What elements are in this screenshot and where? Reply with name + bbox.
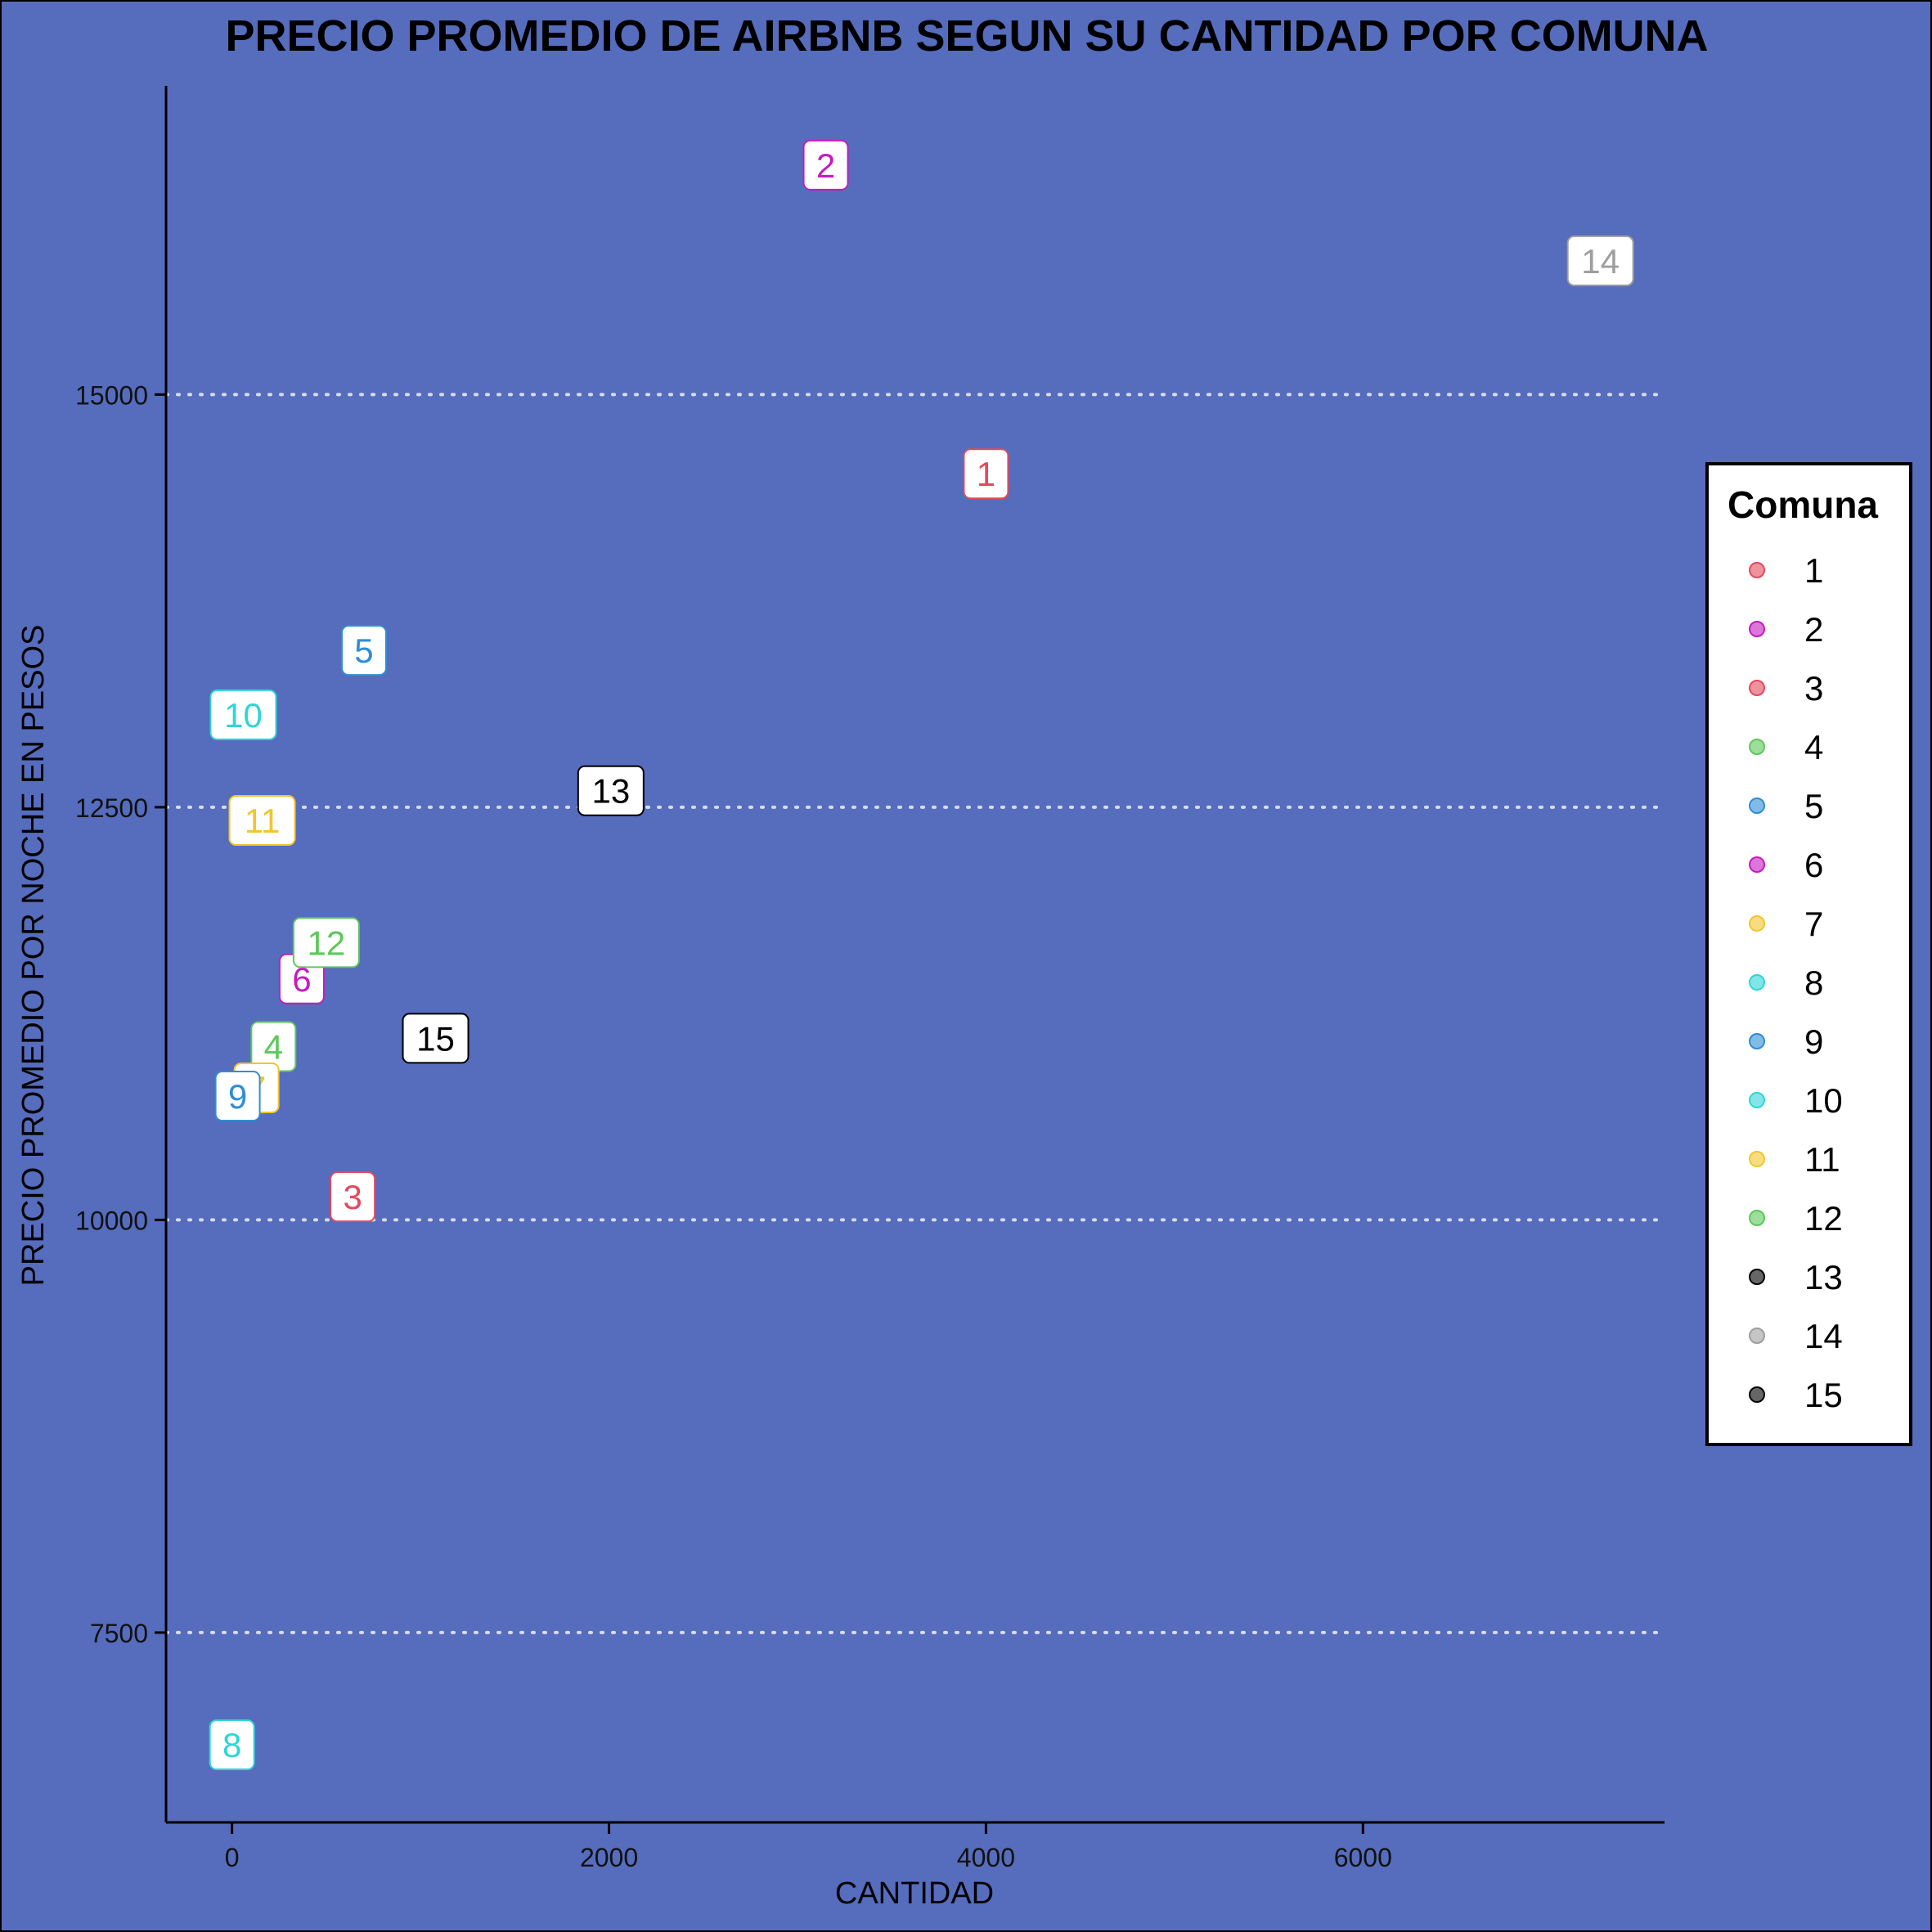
y-axis-label: PRECIO PROMEDIO POR NOCHE EN PESOS — [16, 625, 51, 1287]
data-point-text: 15 — [416, 1019, 455, 1058]
legend-swatch — [1749, 621, 1765, 637]
x-tick-label: 6000 — [1334, 1843, 1392, 1872]
x-tick-label: 0 — [225, 1843, 240, 1872]
legend-swatch — [1749, 1328, 1765, 1344]
legend-label: 9 — [1804, 1022, 1823, 1061]
data-point-label: 8 — [209, 1719, 255, 1771]
data-point-box — [228, 795, 296, 847]
data-point-box — [402, 1013, 470, 1064]
legend-swatch — [1749, 680, 1765, 696]
x-axis-label: CANTIDAD — [835, 1876, 994, 1911]
data-point-label: 9 — [214, 1071, 261, 1122]
data-point-label: 14 — [1566, 235, 1634, 286]
data-point-box — [209, 689, 277, 740]
legend-swatch — [1749, 974, 1765, 991]
legend-swatch — [1749, 856, 1765, 873]
data-point-text: 8 — [222, 1726, 241, 1764]
legend-swatch — [1749, 1092, 1765, 1108]
legend-label: 7 — [1804, 905, 1823, 943]
data-point-text: 3 — [343, 1178, 362, 1216]
legend-swatch — [1749, 739, 1765, 755]
x-tick-label: 4000 — [957, 1843, 1015, 1872]
y-tick-label: 10000 — [75, 1206, 148, 1235]
y-tick-label: 15000 — [75, 380, 148, 410]
data-point-text: 13 — [591, 772, 630, 811]
legend-label: 8 — [1804, 964, 1823, 1002]
data-point-label: 3 — [330, 1171, 376, 1223]
data-point-text: 11 — [245, 802, 281, 840]
legend-title: Comuna — [1728, 483, 1878, 526]
legend-label: 13 — [1804, 1258, 1843, 1296]
data-point-label: 5 — [340, 625, 387, 676]
data-point-text: 14 — [1581, 242, 1620, 281]
data-point-label: 10 — [209, 689, 277, 740]
legend-label: 11 — [1804, 1140, 1840, 1179]
data-point-text: 2 — [816, 146, 835, 185]
legend-swatch — [1749, 1210, 1765, 1226]
data-point-box — [340, 625, 387, 676]
legend-box — [1705, 462, 1912, 1446]
data-point-box — [577, 765, 645, 816]
data-point-box — [963, 448, 1009, 500]
data-point-label: 13 — [577, 765, 645, 816]
legend-label: 1 — [1804, 551, 1823, 590]
data-point-label: 2 — [802, 139, 849, 191]
data-point-box — [1566, 235, 1634, 286]
data-point-box — [292, 917, 360, 968]
legend-swatch — [1749, 1151, 1765, 1167]
data-point-text: 6 — [292, 960, 311, 999]
data-point-box — [214, 1071, 261, 1122]
data-point-label: 11 — [228, 795, 296, 847]
data-point-text: 9 — [228, 1077, 247, 1116]
legend-swatch — [1749, 798, 1765, 814]
chart-title: PRECIO PROMEDIO DE AIRBNB SEGUN SU CANTI… — [225, 11, 1708, 61]
data-point-label: 15 — [402, 1013, 470, 1064]
legend-swatch — [1749, 1033, 1765, 1049]
legend-label: 3 — [1804, 669, 1823, 708]
data-point-text: 5 — [354, 631, 373, 670]
data-point-box — [802, 139, 849, 191]
x-tick-label: 2000 — [580, 1843, 638, 1872]
legend-swatch — [1749, 562, 1765, 578]
legend-label: 14 — [1804, 1317, 1843, 1355]
legend-label: 5 — [1804, 787, 1823, 825]
y-tick-label: 7500 — [90, 1619, 148, 1648]
axes: 7500 10000 12500 15000 0 2000 4000 6000 — [75, 86, 1665, 1872]
grid-lines — [164, 393, 1666, 1634]
legend-label: 6 — [1804, 846, 1823, 884]
legend-label: 15 — [1804, 1376, 1843, 1414]
legend-label: 10 — [1804, 1081, 1843, 1120]
data-point-label: 1 — [963, 448, 1009, 500]
legend-swatch — [1749, 915, 1765, 932]
legend-swatch — [1749, 1269, 1765, 1285]
data-point-text: 4 — [264, 1028, 283, 1067]
legend-swatch — [1749, 1386, 1765, 1403]
data-point-text: 10 — [224, 696, 263, 735]
data-point-box — [209, 1719, 255, 1771]
data-point-text: 1 — [977, 455, 995, 493]
legend-label: 2 — [1804, 610, 1823, 649]
data-point-label: 12 — [292, 917, 360, 968]
legend-label: 4 — [1804, 728, 1823, 766]
data-point-box — [330, 1171, 376, 1223]
data-point-text: 12 — [308, 923, 346, 962]
y-tick-label: 12500 — [75, 793, 148, 823]
legend-label: 12 — [1804, 1199, 1843, 1238]
data-point-label: 4 — [250, 1021, 297, 1072]
